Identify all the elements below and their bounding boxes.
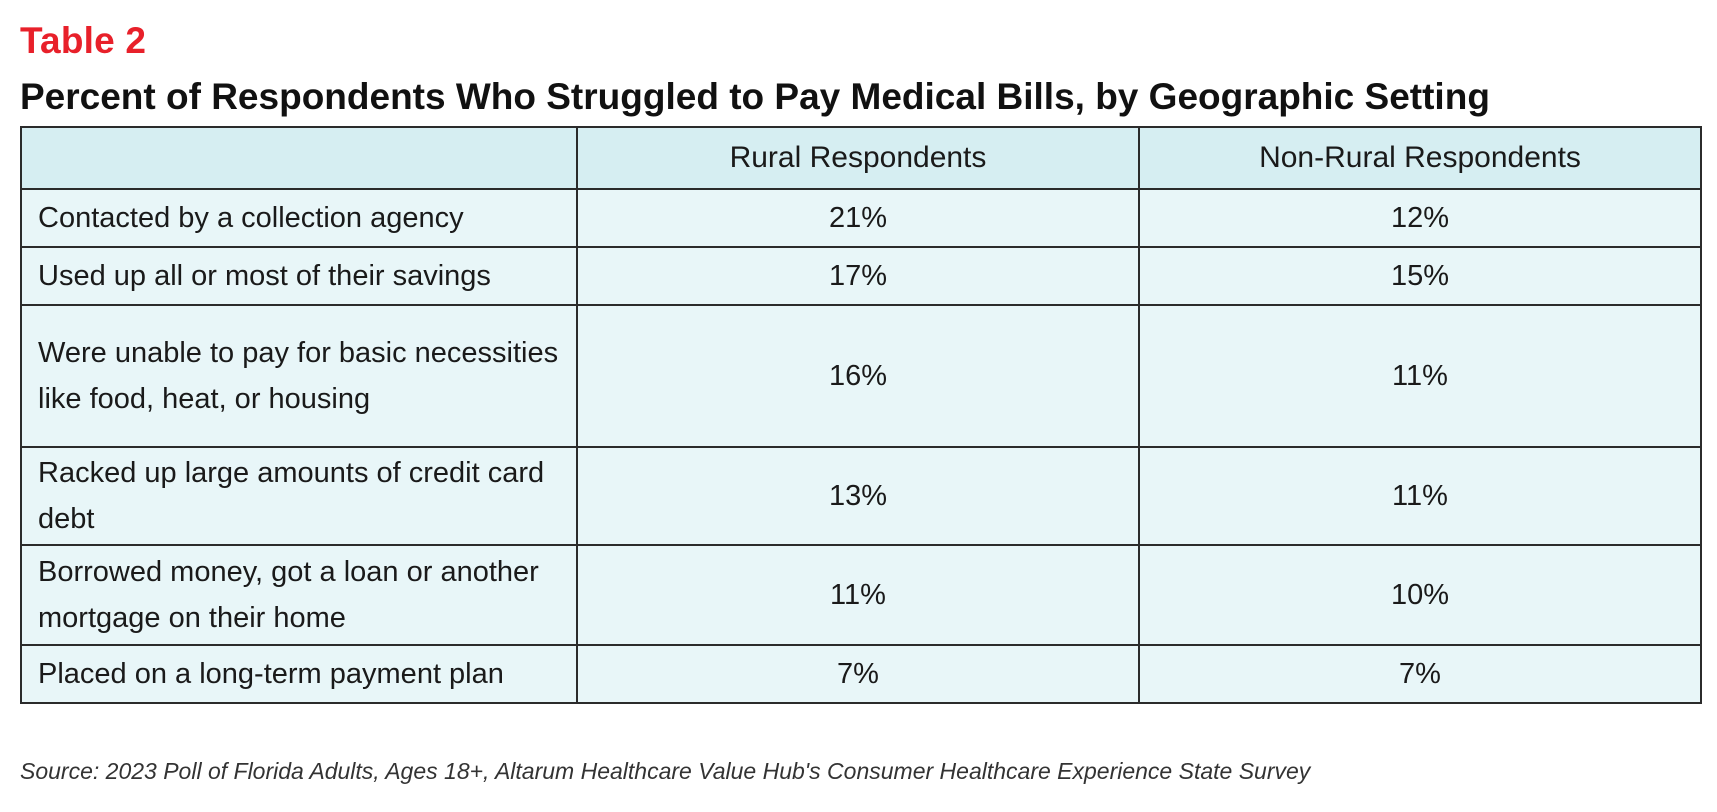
non-rural-value: 15% — [1138, 246, 1702, 306]
row-label: Contacted by a collection agency — [20, 188, 578, 248]
rural-value: 13% — [576, 446, 1140, 546]
table-row: Borrowed money, got a loan or another mo… — [20, 544, 1702, 646]
table-row: Used up all or most of their savings 17%… — [20, 246, 1702, 306]
table-row: Placed on a long-term payment plan 7% 7% — [20, 644, 1702, 704]
non-rural-value: 10% — [1138, 544, 1702, 646]
data-table: Rural Respondents Non-Rural Respondents … — [20, 126, 1702, 704]
non-rural-value: 12% — [1138, 188, 1702, 248]
table-header: Rural Respondents Non-Rural Respondents — [20, 126, 1702, 190]
column-header-non-rural: Non-Rural Respondents — [1138, 126, 1702, 190]
table-title: Percent of Respondents Who Struggled to … — [20, 76, 1490, 117]
table-label: Table 2 — [20, 20, 147, 61]
table-body: Contacted by a collection agency 21% 12%… — [20, 188, 1702, 704]
source-note: Source: 2023 Poll of Florida Adults, Age… — [20, 758, 1311, 784]
row-label: Used up all or most of their savings — [20, 246, 578, 306]
column-header-rural: Rural Respondents — [576, 126, 1140, 190]
rural-value: 16% — [576, 304, 1140, 448]
row-label: Were unable to pay for basic necessities… — [20, 304, 578, 448]
rural-value: 21% — [576, 188, 1140, 248]
rural-value: 7% — [576, 644, 1140, 704]
rural-value: 17% — [576, 246, 1140, 306]
rural-value: 11% — [576, 544, 1140, 646]
row-label: Placed on a long-term payment plan — [20, 644, 578, 704]
row-label: Borrowed money, got a loan or another mo… — [20, 544, 578, 646]
header-row: Rural Respondents Non-Rural Respondents — [20, 126, 1702, 190]
row-label: Racked up large amounts of credit card d… — [20, 446, 578, 546]
non-rural-value: 7% — [1138, 644, 1702, 704]
table-row: Racked up large amounts of credit card d… — [20, 446, 1702, 546]
column-header-blank — [20, 126, 578, 190]
non-rural-value: 11% — [1138, 304, 1702, 448]
table-row: Contacted by a collection agency 21% 12% — [20, 188, 1702, 248]
table-container: Rural Respondents Non-Rural Respondents … — [20, 126, 1702, 704]
non-rural-value: 11% — [1138, 446, 1702, 546]
table-row: Were unable to pay for basic necessities… — [20, 304, 1702, 448]
